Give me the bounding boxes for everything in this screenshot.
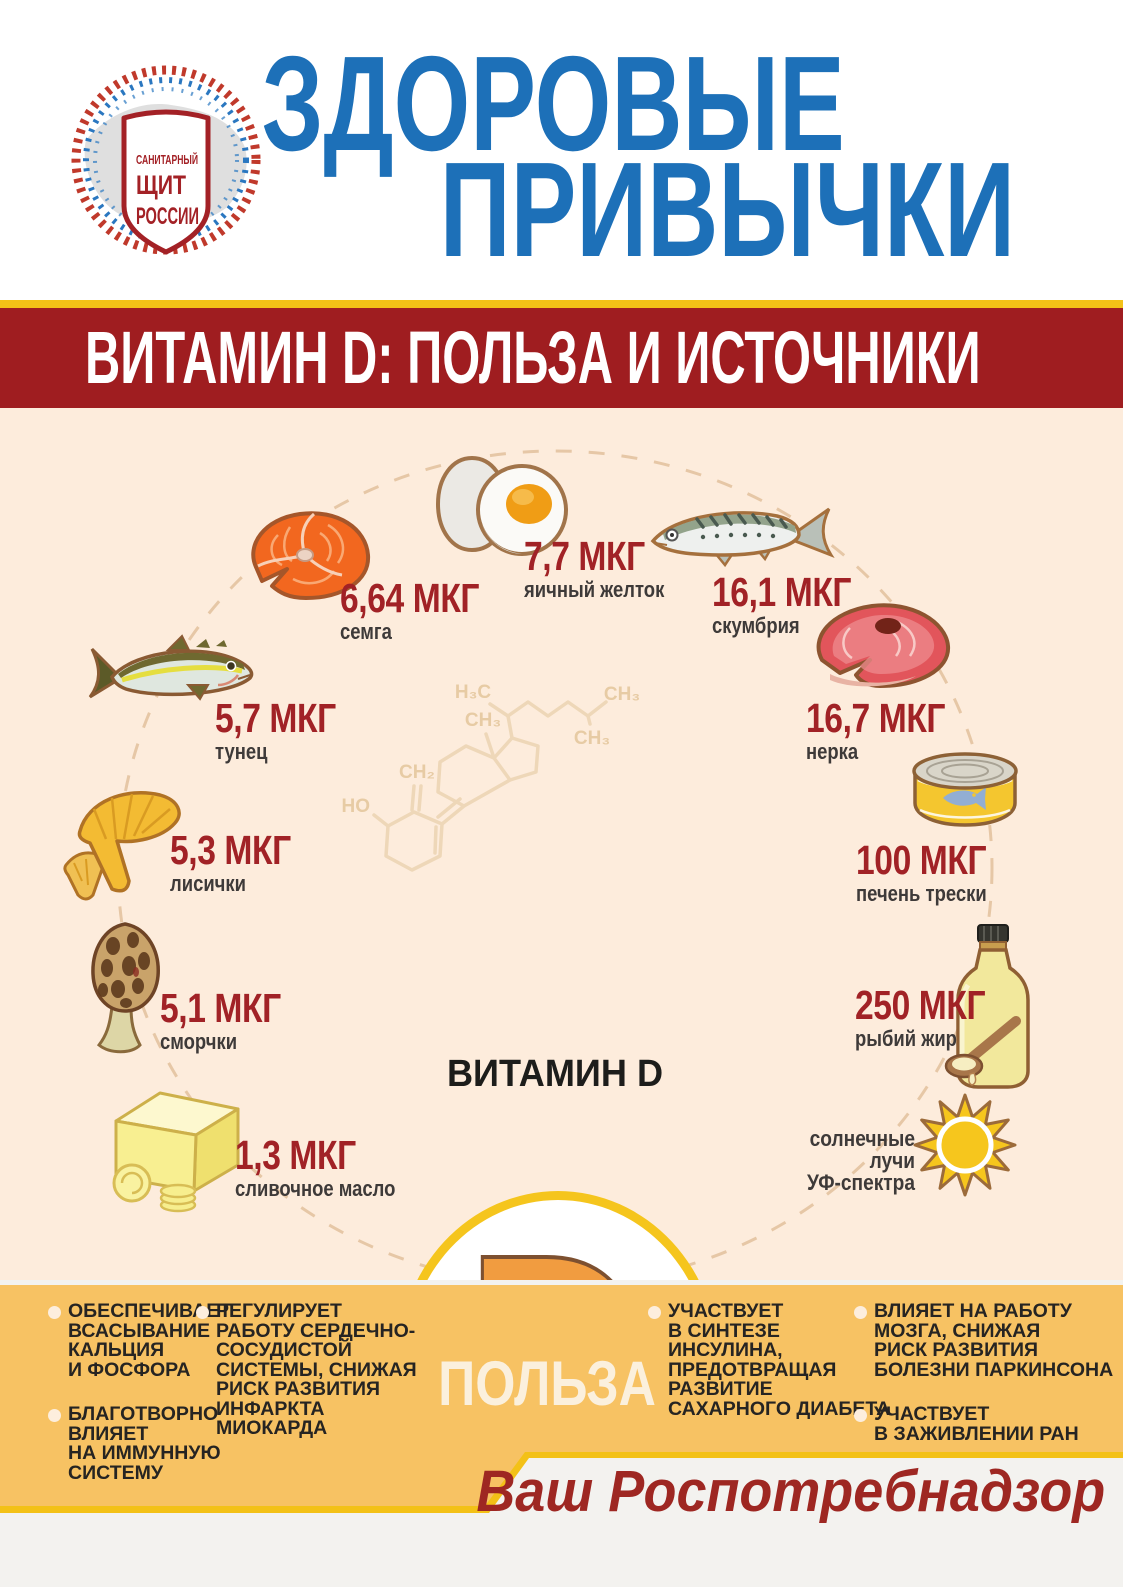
diagram-heading: ВИТАМИН D (446, 1053, 664, 1095)
source-name: рыбий жир (855, 1026, 957, 1051)
benefit-immune-system: БЛАГОТВОРНО ВЛИЯЕТ НА ИММУННУЮ СИСТЕМУ (68, 1403, 221, 1484)
source-value: 5,1 МКГ (160, 985, 281, 1031)
bullet-dot (196, 1306, 209, 1319)
source-value: 1,3 МКГ (235, 1132, 356, 1178)
source-sockeye: 16,7 МКГ нерка (806, 698, 945, 764)
bullet-dot (48, 1306, 61, 1319)
bullet-dot (854, 1409, 867, 1422)
sun-uv-icon (913, 1093, 1017, 1197)
source-cod-liver: 100 МКГ печень трески (856, 840, 987, 906)
salmon-steak-icon (251, 511, 371, 600)
page-title-line2: ПРИВЫЧКИ (439, 134, 1015, 285)
logo-line3: РОССИИ (136, 203, 199, 230)
source-salmon: 6,64 МКГ семга (340, 578, 479, 644)
cholecalciferol-molecule: H₃C CH₃ CH₃ CH₃ CH₂ HO (342, 682, 640, 872)
molecule-label-ch3-top: CH₃ (604, 684, 640, 705)
source-name: нерка (806, 739, 859, 764)
logo-line1: САНИТАРНЫЙ (136, 152, 198, 167)
benefits-heading: ПОЛЬЗА (438, 1349, 656, 1419)
source-name: лисички (170, 871, 246, 896)
source-value: 7,7 МКГ (524, 533, 645, 579)
source-value: 6,64 МКГ (340, 575, 480, 621)
source-name: тунец (215, 739, 268, 764)
canned-cod-liver-icon (912, 752, 1018, 827)
section-banner: ВИТАМИН D: ПОЛЬЗА И ИСТОЧНИКИ (0, 300, 1123, 408)
bullet-dot (854, 1306, 867, 1319)
rospotrebnadzor-signature: Ваш Роспотребнадзор (476, 1459, 1105, 1524)
source-butter: 1,3 МКГ сливочное масло (235, 1135, 395, 1201)
molecule-label-ch3-a: CH₃ (465, 710, 501, 731)
source-name: сморчки (160, 1029, 238, 1054)
source-fish-oil: 250 МКГ рыбий жир (855, 982, 986, 1051)
morels-icon (91, 922, 160, 1054)
source-tuna: 5,7 МКГ тунец (215, 698, 336, 764)
butter-icon (112, 1091, 240, 1213)
source-value: 250 МКГ (855, 982, 986, 1028)
source-value: 5,7 МКГ (215, 695, 336, 741)
source-value: 16,1 МКГ (712, 569, 852, 615)
footer-area (0, 1280, 1123, 1587)
source-morels: 5,1 МКГ сморчки (160, 988, 281, 1054)
bullet-dot (48, 1409, 61, 1422)
page-title-line1: ЗДОРОВЫЕ (261, 28, 845, 179)
benefit-cardiovascular: РЕГУЛИРУЕТ РАБОТУ СЕРДЕЧНО- СОСУДИСТОЙ С… (216, 1300, 417, 1439)
source-name: скумбрия (712, 613, 800, 638)
benefits-band (0, 1285, 1123, 1513)
banner-background: ВИТАМИН D: ПОЛЬЗА И ИСТОЧНИКИ (0, 308, 1123, 408)
benefit-insulin-synthesis: УЧАСТВУЕТ В СИНТЕЗЕ ИНСУЛИНА, ПРЕДОТВРАЩ… (668, 1300, 891, 1420)
source-name: печень трески (856, 881, 987, 906)
source-mackerel: 16,1 МКГ скумбрия (712, 572, 851, 638)
molecule-label-ch2: CH₂ (399, 762, 435, 783)
chanterelles-icon (63, 791, 181, 901)
fish-oil-bottle-icon (944, 924, 1030, 1089)
source-value: 100 МКГ (856, 837, 987, 883)
source-value: 16,7 МКГ (806, 695, 946, 741)
banner-title: ВИТАМИН D: ПОЛЬЗА И ИСТОЧНИКИ (85, 316, 981, 399)
source-name: яичный желток (524, 577, 665, 602)
bullet-dot (648, 1306, 661, 1319)
molecule-label-ho: HO (342, 796, 371, 817)
source-name: сливочное масло (235, 1176, 396, 1201)
source-name: семга (340, 619, 392, 644)
molecule-label-h3c: H₃C (455, 682, 492, 703)
dashed-cycle-line (116, 449, 994, 1280)
source-value: 5,3 МКГ (170, 827, 291, 873)
benefit-brain-parkinson: ВЛИЯЕТ НА РАБОТУ МОЗГА, СНИЖАЯ РИСК РАЗВ… (874, 1300, 1114, 1381)
sanitary-shield-of-russia-logo: САНИТАРНЫЙ ЩИТ РОССИИ (69, 63, 263, 257)
shield-outline (121, 109, 211, 255)
tuna-icon (88, 634, 254, 701)
source-sunlight: солнечные лучи УФ-спектра (807, 1126, 915, 1195)
molecule-label-ch3-low: CH₃ (574, 728, 610, 749)
benefit-calcium-absorption: ОБЕСПЕЧИВАЕТ ВСАСЫВАНИЕ КАЛЬЦИЯ И ФОСФОР… (68, 1300, 232, 1381)
source-egg-yolk: 7,7 МКГ яичный желток (524, 536, 664, 602)
benefit-wound-healing: УЧАСТВУЕТ В ЗАЖИВЛЕНИИ РАН (874, 1403, 1079, 1445)
source-chanterelles: 5,3 МКГ лисички (170, 830, 291, 896)
sockeye-steak-icon (816, 603, 951, 688)
mackerel-icon (650, 507, 835, 568)
logo-line2: ЩИТ (136, 170, 186, 200)
egg-yolk-icon (435, 455, 568, 556)
sources-diagram: H₃C CH₃ CH₃ CH₃ CH₂ HO ВИТАМИН D (0, 408, 1123, 1587)
